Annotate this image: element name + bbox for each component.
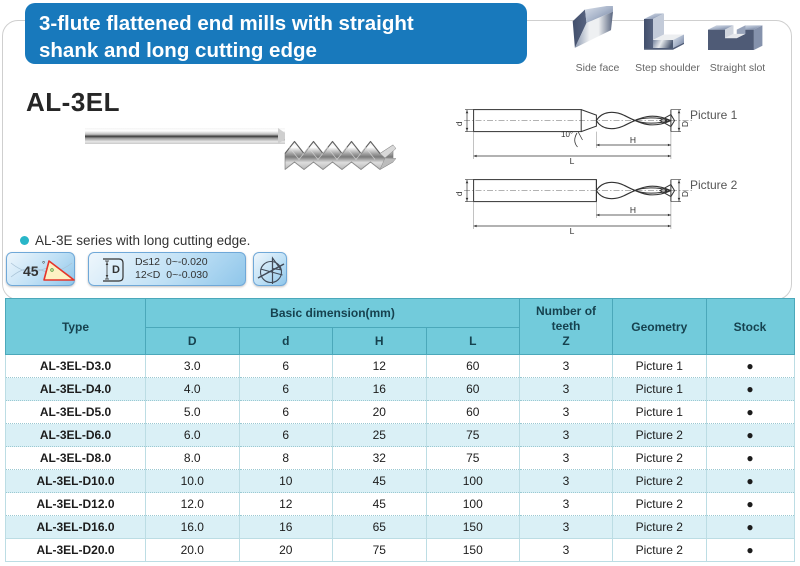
- svg-text:°: °: [42, 260, 45, 269]
- svg-text:D: D: [680, 121, 690, 127]
- svg-text:L: L: [570, 226, 575, 235]
- svg-text:H: H: [630, 135, 636, 145]
- svg-text:d: d: [454, 121, 464, 126]
- svg-text:H: H: [630, 205, 636, 215]
- svg-text:L: L: [570, 156, 575, 165]
- svg-text:45: 45: [23, 263, 39, 279]
- svg-text:10°: 10°: [561, 130, 573, 139]
- svg-text:D: D: [112, 264, 120, 276]
- svg-text:d: d: [454, 191, 464, 196]
- svg-text:D: D: [680, 191, 690, 197]
